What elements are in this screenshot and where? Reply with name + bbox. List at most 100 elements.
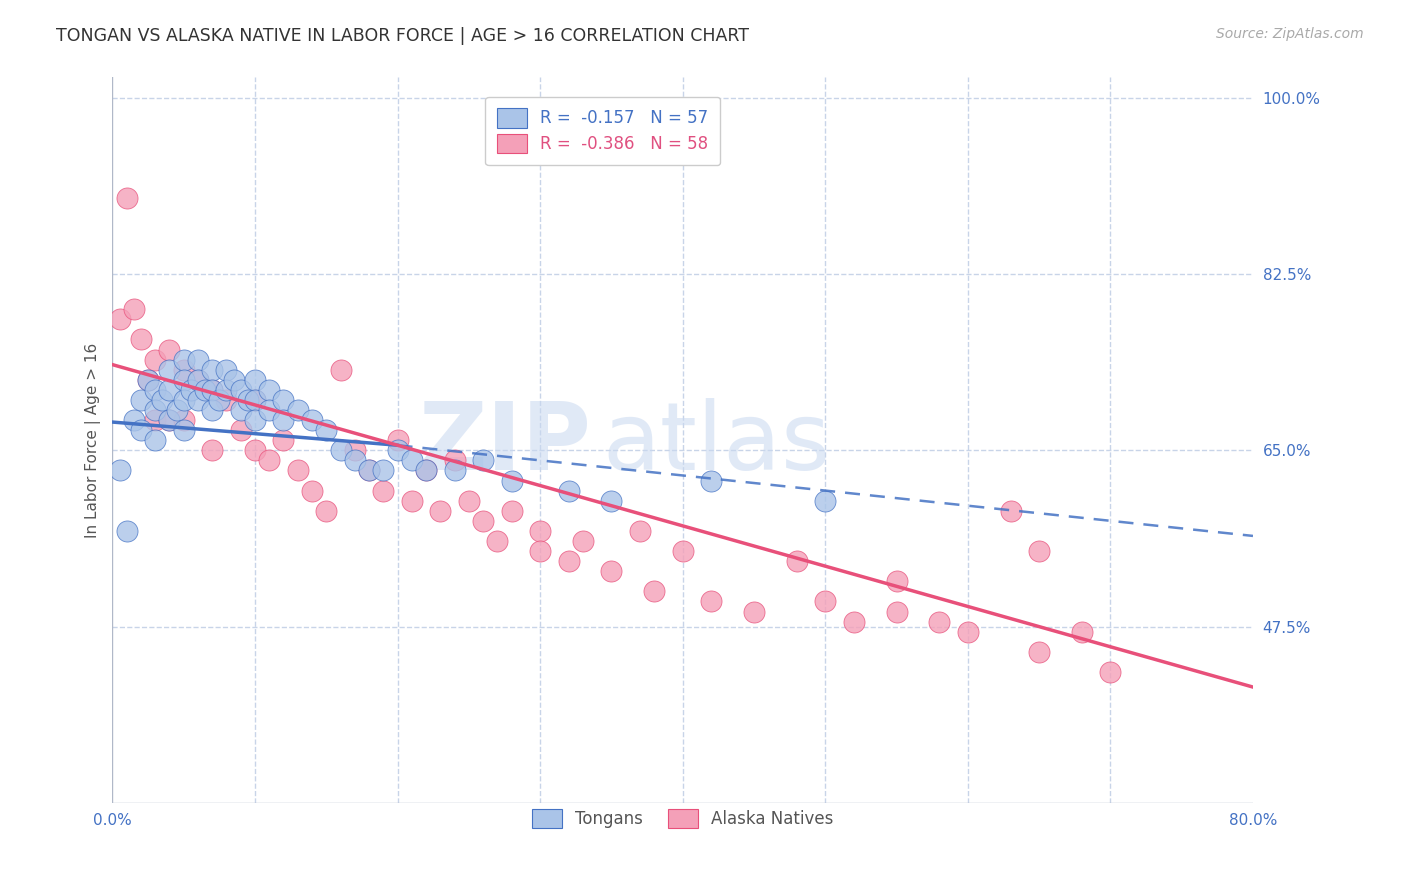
Point bbox=[786, 554, 808, 568]
Point bbox=[529, 524, 551, 538]
Point bbox=[257, 383, 280, 397]
Point bbox=[129, 392, 152, 407]
Point bbox=[315, 504, 337, 518]
Point bbox=[173, 352, 195, 367]
Point bbox=[1028, 544, 1050, 558]
Point bbox=[557, 483, 579, 498]
Point bbox=[159, 383, 181, 397]
Point bbox=[150, 392, 173, 407]
Point bbox=[273, 392, 295, 407]
Point bbox=[187, 373, 209, 387]
Point bbox=[415, 463, 437, 477]
Point bbox=[429, 504, 451, 518]
Point bbox=[700, 594, 723, 608]
Point bbox=[628, 524, 651, 538]
Point bbox=[401, 453, 423, 467]
Point bbox=[159, 343, 181, 357]
Point bbox=[122, 413, 145, 427]
Point bbox=[1099, 665, 1122, 679]
Point bbox=[243, 443, 266, 458]
Point bbox=[273, 413, 295, 427]
Point bbox=[329, 443, 352, 458]
Point bbox=[287, 463, 309, 477]
Point bbox=[387, 433, 409, 447]
Point bbox=[187, 392, 209, 407]
Point bbox=[842, 615, 865, 629]
Point bbox=[557, 554, 579, 568]
Point bbox=[108, 463, 131, 477]
Text: TONGAN VS ALASKA NATIVE IN LABOR FORCE | AGE > 16 CORRELATION CHART: TONGAN VS ALASKA NATIVE IN LABOR FORCE |… bbox=[56, 27, 749, 45]
Point bbox=[222, 373, 245, 387]
Point bbox=[956, 624, 979, 639]
Point bbox=[329, 362, 352, 376]
Point bbox=[243, 392, 266, 407]
Point bbox=[173, 362, 195, 376]
Point bbox=[357, 463, 380, 477]
Point bbox=[180, 383, 202, 397]
Point bbox=[129, 423, 152, 437]
Point bbox=[301, 483, 323, 498]
Point bbox=[501, 504, 523, 518]
Point bbox=[201, 383, 224, 397]
Point bbox=[457, 493, 479, 508]
Point bbox=[187, 373, 209, 387]
Point bbox=[343, 443, 366, 458]
Point bbox=[814, 594, 837, 608]
Point bbox=[215, 362, 238, 376]
Point bbox=[672, 544, 695, 558]
Point bbox=[472, 514, 495, 528]
Text: Source: ZipAtlas.com: Source: ZipAtlas.com bbox=[1216, 27, 1364, 41]
Point bbox=[143, 413, 166, 427]
Point bbox=[143, 352, 166, 367]
Point bbox=[700, 474, 723, 488]
Point bbox=[108, 312, 131, 326]
Point bbox=[229, 383, 252, 397]
Point bbox=[143, 433, 166, 447]
Point bbox=[529, 544, 551, 558]
Point bbox=[357, 463, 380, 477]
Point bbox=[215, 383, 238, 397]
Point bbox=[243, 392, 266, 407]
Point bbox=[643, 584, 665, 599]
Point bbox=[1028, 645, 1050, 659]
Point bbox=[143, 403, 166, 417]
Point bbox=[886, 574, 908, 589]
Text: atlas: atlas bbox=[603, 398, 831, 490]
Point bbox=[115, 524, 138, 538]
Point bbox=[443, 463, 465, 477]
Y-axis label: In Labor Force | Age > 16: In Labor Force | Age > 16 bbox=[86, 343, 101, 538]
Point bbox=[136, 373, 159, 387]
Point bbox=[600, 564, 623, 578]
Point bbox=[315, 423, 337, 437]
Point bbox=[572, 533, 595, 548]
Point bbox=[115, 191, 138, 205]
Point bbox=[173, 413, 195, 427]
Point bbox=[201, 403, 224, 417]
Point bbox=[129, 333, 152, 347]
Point bbox=[187, 352, 209, 367]
Point bbox=[159, 413, 181, 427]
Point bbox=[287, 403, 309, 417]
Point bbox=[401, 493, 423, 508]
Point bbox=[215, 392, 238, 407]
Point bbox=[814, 493, 837, 508]
Point bbox=[486, 533, 509, 548]
Point bbox=[201, 443, 224, 458]
Point bbox=[159, 413, 181, 427]
Point bbox=[229, 403, 252, 417]
Point bbox=[928, 615, 950, 629]
Point bbox=[173, 373, 195, 387]
Point bbox=[166, 403, 188, 417]
Point bbox=[173, 392, 195, 407]
Point bbox=[301, 413, 323, 427]
Point bbox=[236, 392, 259, 407]
Point bbox=[1000, 504, 1022, 518]
Point bbox=[415, 463, 437, 477]
Point bbox=[1070, 624, 1092, 639]
Point bbox=[208, 392, 231, 407]
Point bbox=[243, 373, 266, 387]
Point bbox=[373, 463, 395, 477]
Point bbox=[387, 443, 409, 458]
Point bbox=[173, 423, 195, 437]
Point bbox=[600, 493, 623, 508]
